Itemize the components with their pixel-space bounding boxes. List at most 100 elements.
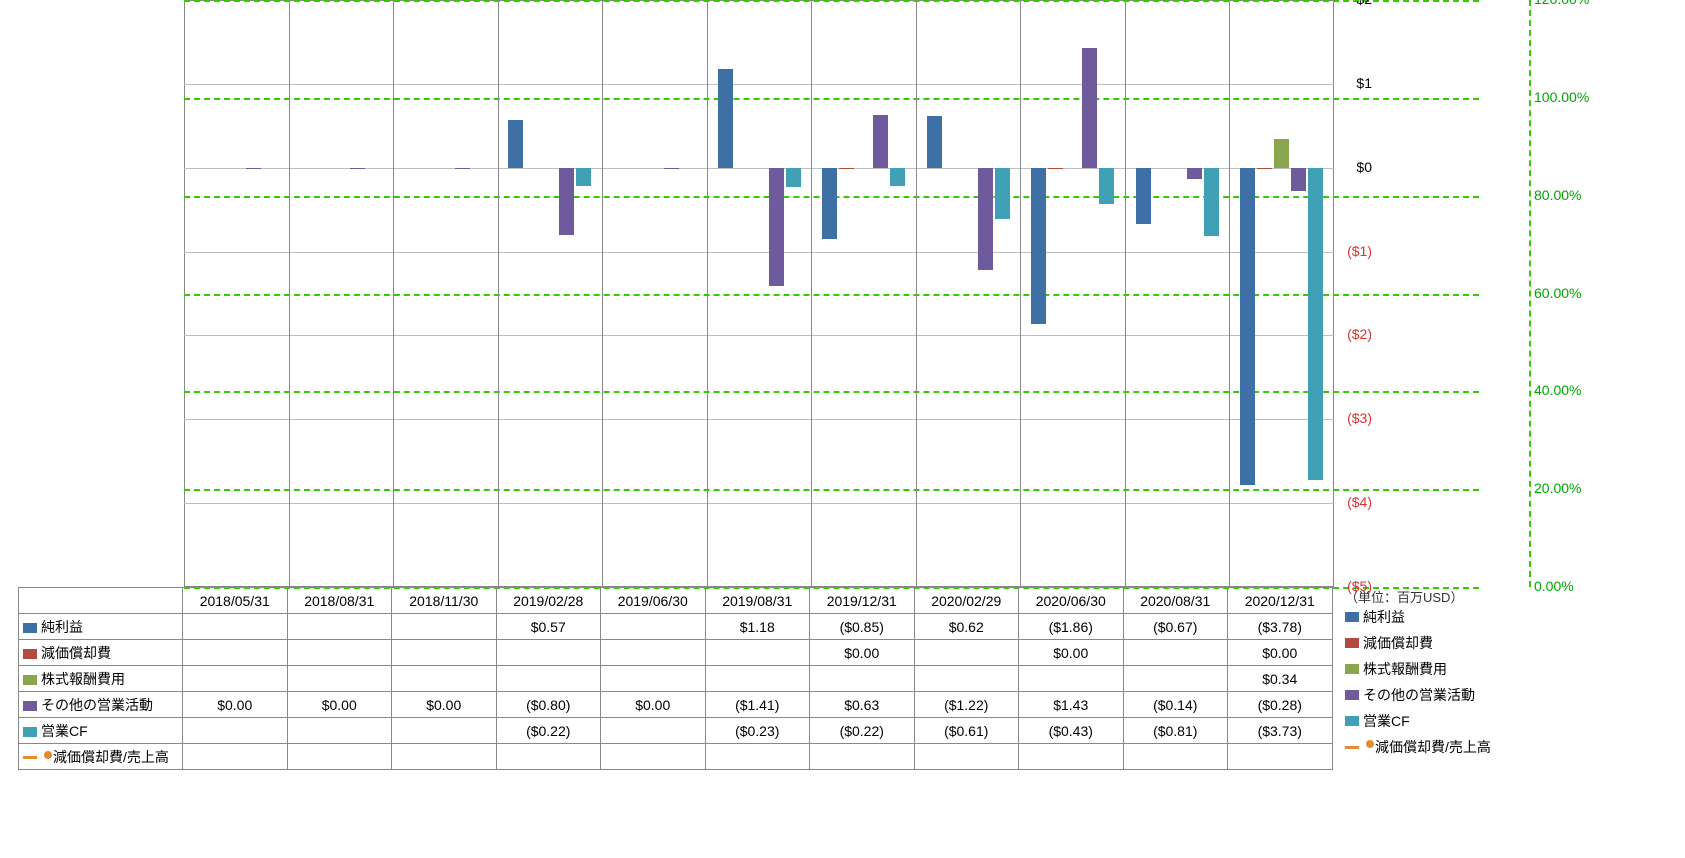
bar-other: [455, 168, 470, 169]
series-label-depratio: 減価償却費/売上高: [19, 744, 183, 770]
cell: [496, 640, 601, 666]
legend-item-other: その他の営業活動: [1345, 682, 1491, 708]
bar-netincome: [927, 116, 942, 168]
bar-other: [1082, 48, 1097, 168]
cell: ($3.78): [1228, 614, 1333, 640]
secondary-y-tick-label: 0.00%: [1534, 578, 1604, 594]
cell: [183, 640, 288, 666]
bar-ocf: [1099, 168, 1114, 204]
cell: $0.00: [1228, 640, 1333, 666]
bar-ocf: [576, 168, 591, 186]
cell: $0.34: [1228, 666, 1333, 692]
cell: [1123, 744, 1228, 770]
cell: $1.43: [1019, 692, 1124, 718]
cell: $0.00: [1019, 640, 1124, 666]
bar-ocf: [890, 168, 905, 186]
cell: [1123, 666, 1228, 692]
financial-bar-chart: $2$1$0($1)($2)($3)($4)($5)120.00%100.00%…: [0, 0, 1685, 858]
legend-item-netincome: 純利益: [1345, 604, 1491, 630]
cell: [914, 666, 1019, 692]
cell: ($0.43): [1019, 718, 1124, 744]
cell: ($0.67): [1123, 614, 1228, 640]
bar-ocf: [1204, 168, 1219, 236]
legend-right: 純利益減価償却費株式報酬費用その他の営業活動営業CF減価償却費/売上高: [1345, 604, 1491, 760]
bar-netincome: [1136, 168, 1151, 224]
cell: [392, 666, 497, 692]
bar-netincome: [822, 168, 837, 239]
cell: ($0.85): [810, 614, 915, 640]
category-header: 2020/08/31: [1123, 588, 1228, 614]
primary-y-tick-label: $1: [1338, 75, 1372, 91]
cell: [705, 666, 810, 692]
cell: $0.63: [810, 692, 915, 718]
bar-other: [559, 168, 574, 235]
cell: [183, 718, 288, 744]
cell: [287, 640, 392, 666]
bar-other: [1187, 168, 1202, 180]
primary-y-tick-label: $0: [1338, 159, 1372, 175]
cell: $0.00: [287, 692, 392, 718]
bar-other: [246, 168, 261, 169]
bar-ocf: [786, 168, 801, 187]
category-header: 2020/02/29: [914, 588, 1019, 614]
category-header: 2019/08/31: [705, 588, 810, 614]
cell: [287, 666, 392, 692]
series-label-dep: 減価償却費: [19, 640, 183, 666]
bar-other: [873, 115, 888, 168]
bar-other: [769, 168, 784, 286]
secondary-y-tick-label: 80.00%: [1534, 187, 1604, 203]
cell: [810, 744, 915, 770]
cell: [392, 614, 497, 640]
cell: [705, 744, 810, 770]
primary-y-tick-label: ($1): [1338, 243, 1372, 259]
bar-other: [350, 168, 365, 169]
legend-item-depratio: 減価償却費/売上高: [1345, 734, 1491, 760]
category-header: 2018/11/30: [392, 588, 497, 614]
cell: $0.00: [601, 692, 706, 718]
legend-item-dep: 減価償却費: [1345, 630, 1491, 656]
data-table: 2018/05/312018/08/312018/11/302019/02/28…: [18, 587, 1333, 770]
bar-netincome: [508, 120, 523, 168]
cell: ($1.86): [1019, 614, 1124, 640]
cell: [705, 640, 810, 666]
cell: [287, 718, 392, 744]
cell: $1.18: [705, 614, 810, 640]
cell: [496, 666, 601, 692]
unit-note: （単位：百万USD）: [1345, 587, 1463, 606]
cell: ($0.81): [1123, 718, 1228, 744]
primary-y-tick-label: ($2): [1338, 326, 1372, 342]
category-header: 2019/06/30: [601, 588, 706, 614]
legend-item-stockcomp: 株式報酬費用: [1345, 656, 1491, 682]
bar-dep: [1048, 168, 1063, 169]
bar-dep: [839, 168, 854, 169]
cell: [914, 640, 1019, 666]
series-label-stockcomp: 株式報酬費用: [19, 666, 183, 692]
secondary-y-tick-label: 60.00%: [1534, 285, 1604, 301]
cell: ($0.28): [1228, 692, 1333, 718]
cell: [810, 666, 915, 692]
cell: [183, 666, 288, 692]
cell: ($0.23): [705, 718, 810, 744]
bar-other: [978, 168, 993, 270]
cell: [601, 744, 706, 770]
bar-stockcomp: [1274, 139, 1289, 168]
cell: [1019, 744, 1124, 770]
primary-y-tick-label: ($3): [1338, 410, 1372, 426]
cell: [287, 744, 392, 770]
secondary-y-tick-label: 120.00%: [1534, 0, 1604, 7]
bar-ocf: [1308, 168, 1323, 481]
series-label-netincome: 純利益: [19, 614, 183, 640]
bar-other: [1291, 168, 1306, 191]
cell: [392, 744, 497, 770]
cell: [183, 744, 288, 770]
cell: $0.00: [392, 692, 497, 718]
bar-netincome: [1240, 168, 1255, 485]
secondary-y-tick-label: 100.00%: [1534, 89, 1604, 105]
cell: ($3.73): [1228, 718, 1333, 744]
cell: [1123, 640, 1228, 666]
cell: ($1.22): [914, 692, 1019, 718]
category-header: 2020/12/31: [1228, 588, 1333, 614]
cell: ($0.22): [810, 718, 915, 744]
cell: $0.57: [496, 614, 601, 640]
cell: [1228, 744, 1333, 770]
